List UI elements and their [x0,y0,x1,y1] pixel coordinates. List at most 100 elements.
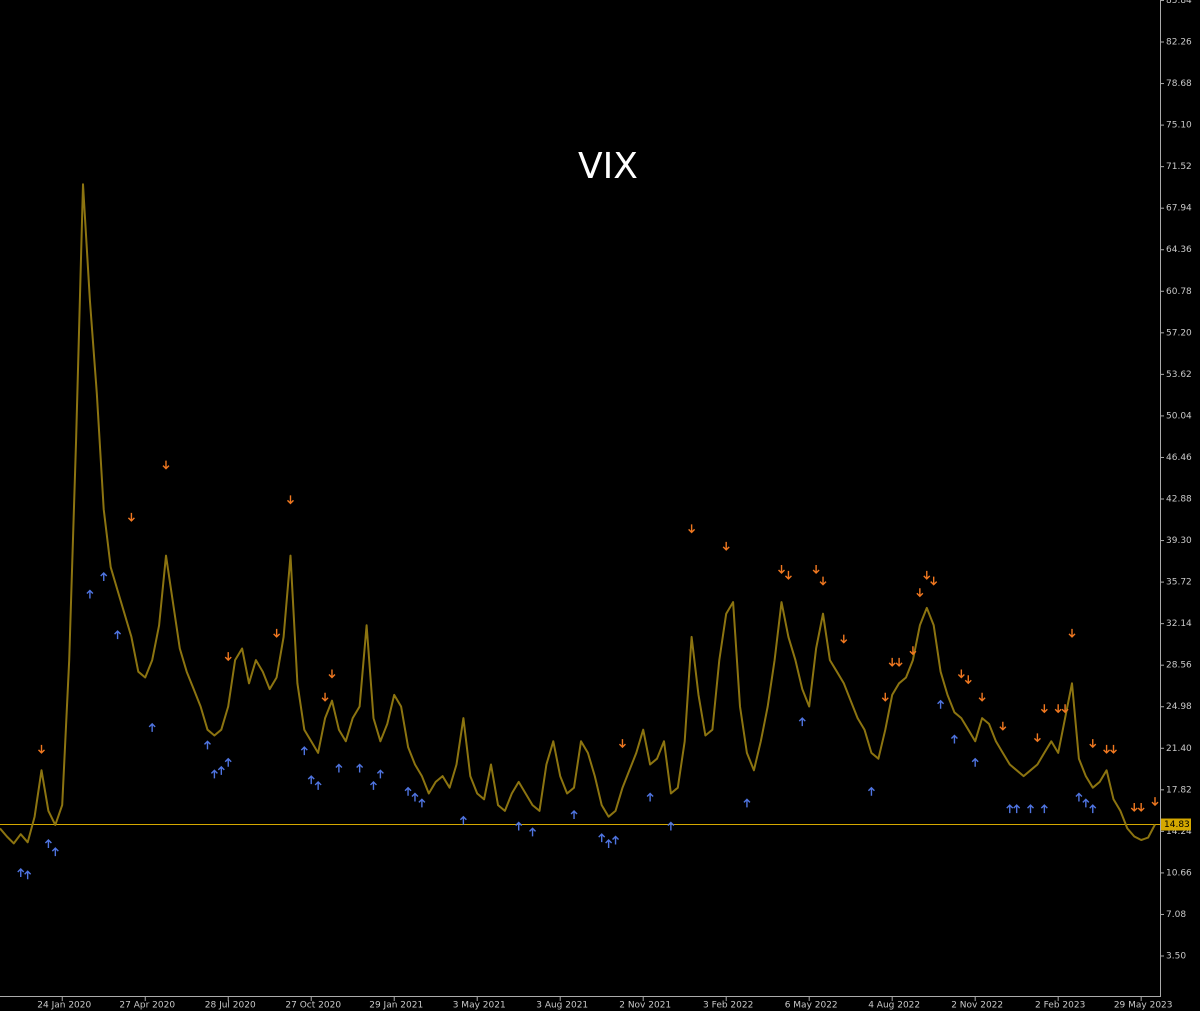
down-arrow [328,669,336,679]
y-tick-label: 7.08 [1166,910,1186,920]
up-arrow [667,821,675,831]
down-arrow [321,692,329,702]
down-arrow [895,657,903,667]
up-arrow [411,792,419,802]
down-arrow [778,565,786,575]
y-tick-label: 10.66 [1166,868,1192,878]
y-tick-label: 75.10 [1166,121,1192,131]
x-tick-label: 2 Nov 2021 [619,1001,671,1011]
up-arrow [598,833,606,843]
up-arrow [203,740,211,750]
down-arrow [812,565,820,575]
x-tick-label: 2 Nov 2022 [951,1001,1003,1011]
down-arrow [957,669,965,679]
x-tick-label: 27 Oct 2020 [285,1001,341,1011]
up-arrow [217,765,225,775]
up-arrow [1040,804,1048,814]
x-tick-label: 3 May 2021 [453,1001,506,1011]
down-arrow [1061,704,1069,714]
up-arrow [86,589,94,599]
y-tick-label: 3.50 [1166,952,1186,962]
x-tick-label: 4 Aug 2022 [868,1001,920,1011]
up-arrow [743,798,751,808]
up-arrow [1075,792,1083,802]
down-arrow [1040,704,1048,714]
y-tick-label: 21.40 [1166,744,1192,754]
down-arrow [1089,739,1097,749]
up-arrow [51,847,59,857]
y-tick-label: 71.52 [1166,162,1192,172]
up-arrow [570,809,578,819]
down-arrow [1033,733,1041,743]
x-tick-label: 3 Aug 2021 [536,1001,588,1011]
y-tick-label: 14.24 [1166,827,1192,837]
down-arrow [916,588,924,598]
down-arrow [1054,704,1062,714]
up-arrow [17,867,25,877]
last-price-label: 14.83 [1164,820,1190,830]
y-tick-label: 67.94 [1166,204,1192,214]
up-arrow [335,763,343,773]
y-tick-label: 64.36 [1166,245,1192,255]
last-price-box [1161,818,1191,831]
up-arrow [44,838,52,848]
up-arrow [529,827,537,837]
y-tick-label: 28.56 [1166,661,1192,671]
up-arrow [612,835,620,845]
y-tick-label: 50.04 [1166,411,1192,421]
up-arrow [798,717,806,727]
x-tick-label: 3 Feb 2022 [703,1001,753,1011]
up-arrow [224,757,232,767]
down-arrow [888,657,896,667]
down-arrow [688,524,696,534]
down-arrow [286,495,294,505]
up-arrow [971,757,979,767]
x-tick-label: 28 Jul 2020 [205,1001,256,1011]
down-arrow [1137,802,1145,812]
down-arrow [162,460,170,470]
up-arrow [114,630,122,640]
down-arrow [909,646,917,656]
y-tick-label: 60.78 [1166,287,1192,297]
up-arrow [300,746,308,756]
up-arrow [605,838,613,848]
y-tick-label: 32.14 [1166,619,1192,629]
down-arrow [840,634,848,644]
price-line [0,183,1156,845]
down-arrow [722,541,730,551]
down-arrow [978,692,986,702]
x-tick-label: 2 Feb 2023 [1035,1001,1085,1011]
down-arrow [819,576,827,586]
up-arrow [24,870,32,880]
y-tick-label: 82.26 [1166,38,1192,48]
y-tick-label: 46.46 [1166,453,1192,463]
x-tick-label: 24 Jan 2020 [37,1001,91,1011]
down-arrow [923,570,931,580]
y-tick-label: 53.62 [1166,370,1192,380]
up-arrow [515,821,523,831]
down-arrow [38,744,45,754]
y-tick-label: 57.20 [1166,328,1192,338]
up-arrow [148,722,156,732]
up-arrow [937,699,945,709]
chart-title: VIX [578,146,638,187]
x-tick-label: 29 May 2023 [1114,1001,1173,1011]
up-arrow [1027,804,1035,814]
down-arrow [1103,744,1111,754]
up-arrow [356,763,364,773]
down-arrow [224,652,232,662]
down-arrow [784,570,792,580]
down-arrow [881,692,889,702]
up-arrow [459,815,467,825]
y-tick-label: 24.98 [1166,702,1192,712]
down-arrow [1130,802,1138,812]
x-tick-label: 27 Apr 2020 [119,1001,175,1011]
down-arrow [127,512,135,522]
up-arrow [1013,804,1021,814]
down-arrow [964,675,972,685]
up-arrow [100,572,108,582]
down-arrow [999,721,1007,731]
up-arrow [646,792,654,802]
